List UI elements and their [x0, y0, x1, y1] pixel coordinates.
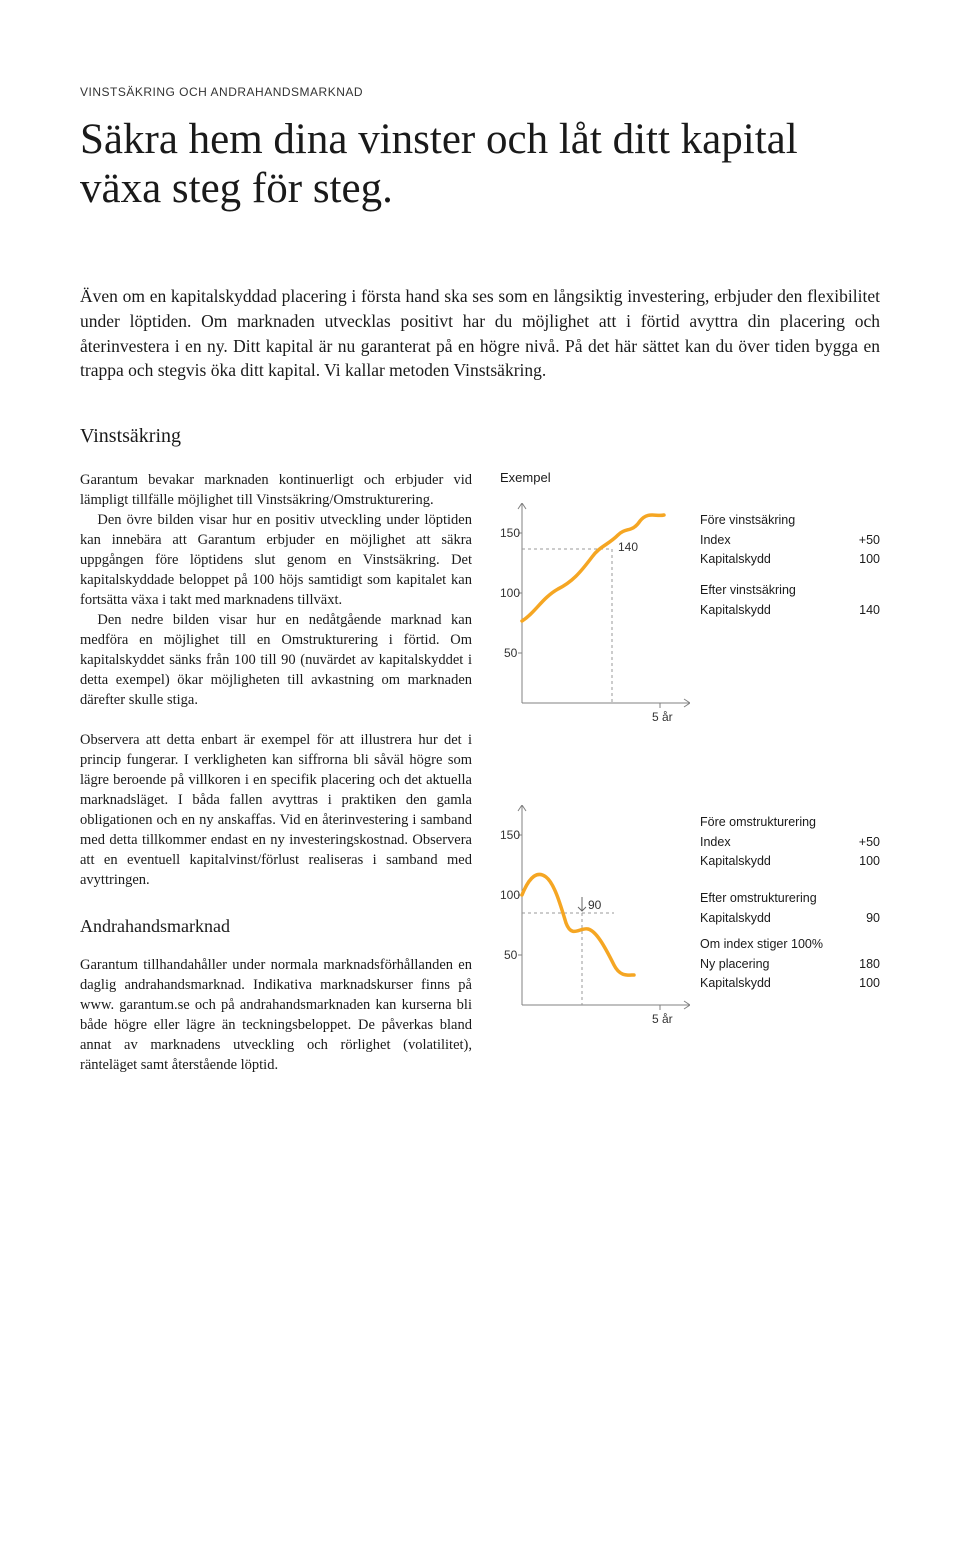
paragraph-2: Den övre bilden visar hur en positiv utv… — [80, 510, 472, 610]
c1-y100: 100 — [500, 586, 520, 600]
section-vinstsakring-title: Vinstsäkring — [80, 425, 880, 448]
paragraph-5: Garantum tillhandahåller under normala m… — [80, 955, 472, 1075]
legend-row: Kapitalskydd90 — [700, 909, 880, 928]
left-column: Garantum bevakar marknaden kontinuerligt… — [80, 470, 472, 1107]
chart-omstrukturering: 150 100 50 90 5 år Före omstrukturering … — [500, 805, 880, 1057]
two-column-layout: Garantum bevakar marknaden kontinuerligt… — [80, 470, 880, 1107]
paragraph-1: Garantum bevakar marknaden kontinuerligt… — [80, 470, 472, 510]
section-andrahand-title: Andrahandsmarknad — [80, 916, 472, 937]
chart2-legend-before: Före omstrukturering Index+50 Kapitalsky… — [700, 813, 880, 870]
legend-row: Kapitalskydd140 — [700, 601, 880, 620]
legend-title: Efter vinstsäkring — [700, 581, 880, 600]
c2-y100: 100 — [500, 888, 520, 902]
legend-row: Index+50 — [700, 531, 880, 550]
right-column: Exempel 150 1 — [500, 470, 880, 1107]
legend-title: Före omstrukturering — [700, 813, 880, 832]
c1-mid: 140 — [618, 540, 638, 554]
eyebrow: VINSTSÄKRING OCH ANDRAHANDSMARKNAD — [80, 85, 880, 99]
c1-y150: 150 — [500, 526, 520, 540]
c2-y150: 150 — [500, 828, 520, 842]
c2-xlabel: 5 år — [652, 1012, 673, 1026]
chart1-legend-after: Efter vinstsäkring Kapitalskydd140 — [700, 581, 880, 620]
chart2-legend-after: Efter omstrukturering Kapitalskydd90 — [700, 889, 880, 928]
c2-mid: 90 — [588, 898, 602, 912]
intro-paragraph: Även om en kapitalskyddad placering i fö… — [80, 284, 880, 383]
chart1-legend-before: Före vinstsäkring Index+50 Kapitalskydd1… — [700, 511, 880, 568]
legend-row: Kapitalskydd100 — [700, 550, 880, 569]
chart1-svg: 150 100 50 140 5 år — [500, 503, 690, 738]
legend-row: Index+50 — [700, 833, 880, 852]
legend-row: Kapitalskydd100 — [700, 974, 880, 993]
legend-title: Före vinstsäkring — [700, 511, 880, 530]
paragraph-3: Den nedre bilden visar hur en nedåtgåend… — [80, 610, 472, 710]
c1-y50: 50 — [504, 646, 518, 660]
chart2-legend-extra: Om index stiger 100% Ny placering180 Kap… — [700, 935, 880, 992]
legend-row: Ny placering180 — [700, 955, 880, 974]
paragraph-4: Observera att detta enbart är exempel fö… — [80, 730, 472, 890]
page-headline: Säkra hem dina vinster och låt ditt kapi… — [80, 115, 880, 214]
legend-title: Efter omstrukturering — [700, 889, 880, 908]
example-label: Exempel — [500, 470, 880, 485]
legend-row: Kapitalskydd100 — [700, 852, 880, 871]
chart2-svg: 150 100 50 90 5 år — [500, 805, 690, 1040]
c1-xlabel: 5 år — [652, 710, 673, 724]
chart-vinstsakring: 150 100 50 140 5 år Före vinstsäkring In… — [500, 503, 880, 755]
c2-y50: 50 — [504, 948, 518, 962]
legend-title: Om index stiger 100% — [700, 935, 880, 954]
